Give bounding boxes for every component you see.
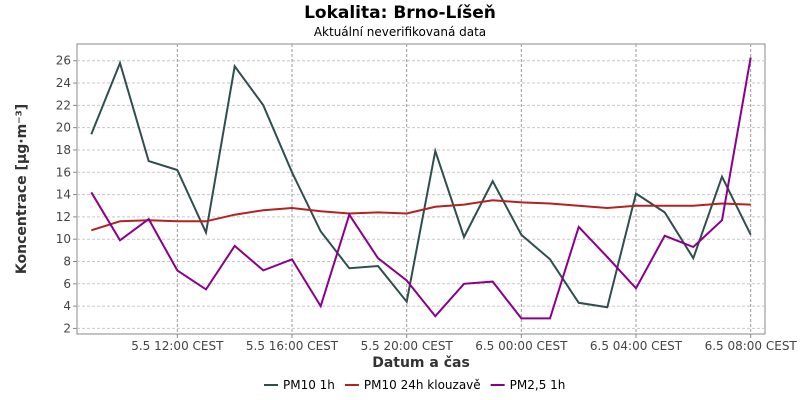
y-tick-label: 24 [56,76,71,90]
x-tick-label: 6.5 00:00 CEST [475,339,568,353]
legend: PM10 1h PM10 24h klouzavě PM2,5 1h [264,378,565,392]
chart-subtitle: Aktuální neverifikovaná data [314,25,486,39]
y-tick-label: 8 [63,255,71,269]
y-tick-label: 10 [56,232,71,246]
y-tick-label: 22 [56,98,71,112]
x-gridlines [176,44,752,334]
y-tick-label: 12 [56,210,71,224]
x-tick-label: 6.5 08:00 CEST [705,339,798,353]
y-tick-label: 14 [56,188,71,202]
series-lines [90,57,752,320]
x-axis-label: Datum a čas [372,355,470,371]
x-axis-ticks: 5.5 12:00 CEST 5.5 16:00 CEST 5.5 20:00 CE… [131,334,797,353]
y-tick-label: 20 [56,121,71,135]
chart-title: Lokalita: Brno-Líšeň [304,3,496,23]
series-line-2 [91,199,751,232]
plot-area [76,43,766,335]
legend-label-3: PM2,5 1h [510,378,566,392]
x-tick-label: 5.5 20:00 CEST [361,339,454,353]
y-tick-label: 4 [63,299,71,313]
x-tick-label: 5.5 12:00 CEST [131,339,224,353]
y-tick-label: 18 [56,143,71,157]
legend-label-1: PM10 1h [283,378,335,392]
y-tick-label: 26 [56,54,71,68]
legend-label-2: PM10 24h klouzavě [364,378,481,392]
y-tick-label: 16 [56,165,71,179]
y-tick-label: 6 [63,277,71,291]
y-tick-label: 2 [63,321,71,335]
x-tick-label: 6.5 04:00 CEST [590,339,683,353]
y-axis-label: Koncentrace [µg·m⁻³] [14,104,30,274]
series-line-3 [90,57,752,320]
x-tick-label: 5.5 16:00 CEST [246,339,339,353]
